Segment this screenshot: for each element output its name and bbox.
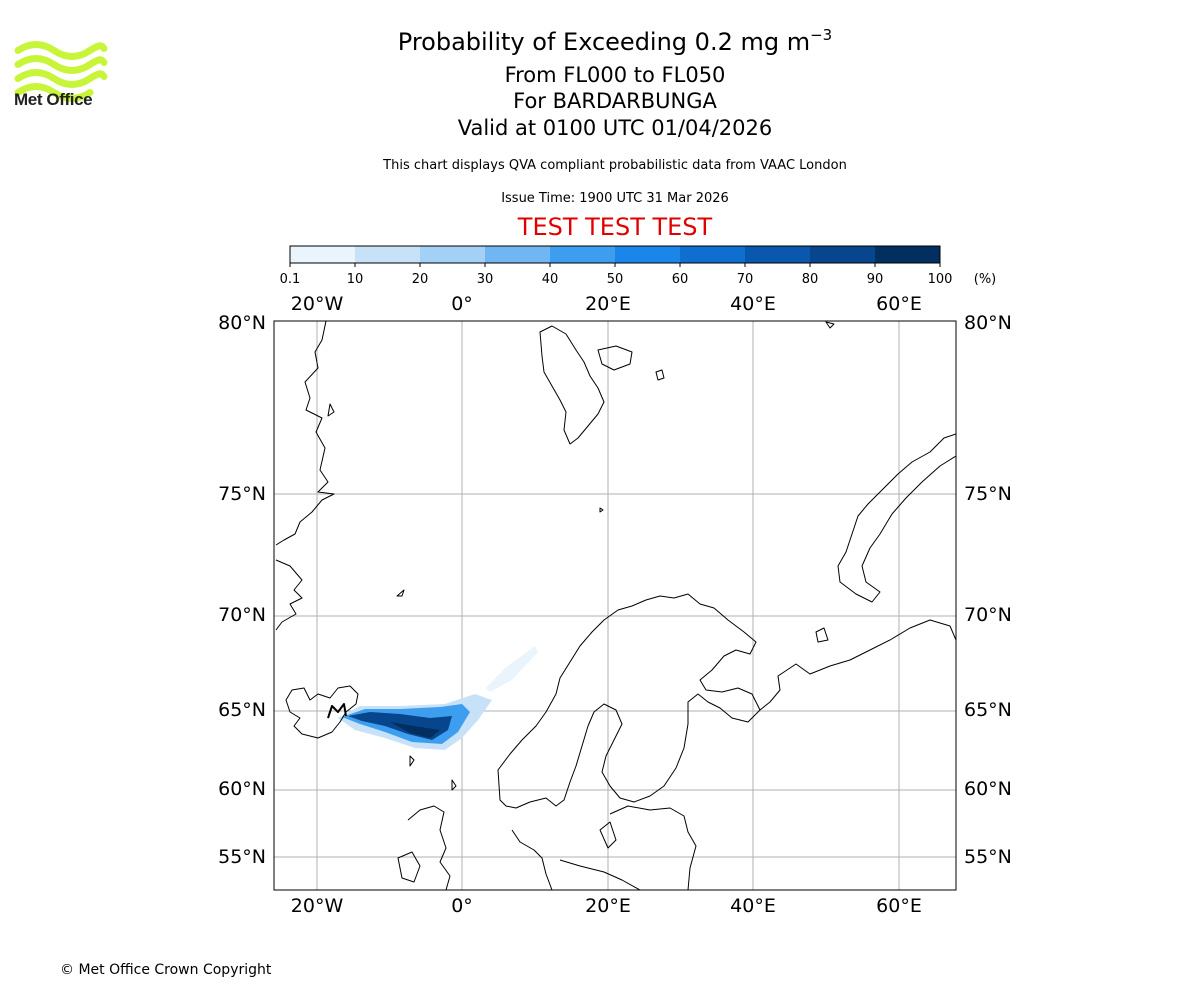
colorbar-tick-label: 70 — [737, 272, 754, 287]
colorbar-ticks: 0.1 10 20 30 40 50 60 70 80 90 100 — [280, 263, 953, 287]
coast-svalbard-east — [597, 345, 633, 371]
lon-label: 60°E — [876, 293, 922, 315]
coast-franz-josef — [825, 321, 835, 329]
met-office-waves-icon — [14, 41, 108, 102]
lat-label: 55°N — [218, 846, 266, 868]
lon-label: 20°W — [291, 895, 344, 917]
colorbar-tick-label: 90 — [867, 272, 884, 287]
map-frame — [273, 320, 957, 891]
colorbar-tick-label: 10 — [347, 272, 364, 287]
lat-labels-left: 80°N 75°N 70°N 65°N 60°N 55°N — [218, 312, 266, 868]
chart-subtitle: This chart displays QVA compliant probab… — [383, 158, 847, 173]
colorbar-cells — [290, 246, 941, 263]
colorbar-tick-label: 30 — [477, 272, 494, 287]
coast-denmark — [511, 829, 553, 890]
lon-label: 20°W — [291, 293, 344, 315]
colorbar-tick-label: 100 — [928, 272, 953, 287]
lat-label: 65°N — [964, 699, 1012, 721]
coast-svalbard-west — [539, 325, 605, 445]
volcano-marker — [327, 703, 347, 719]
ash-plume — [338, 646, 538, 750]
lat-label: 80°N — [964, 312, 1012, 334]
colorbar-cell — [680, 246, 746, 263]
lat-label: 60°N — [964, 778, 1012, 800]
volcano-name: For BARDARBUNGA — [513, 89, 717, 113]
coast-shetland — [451, 779, 457, 791]
colorbar-cell — [745, 246, 811, 263]
lon-label: 0° — [451, 293, 473, 315]
colorbar-tick-label: 0.1 — [280, 272, 301, 287]
coast-german-polish — [559, 859, 641, 890]
logo-wordmark: Met Office — [14, 90, 93, 109]
coastlines — [275, 321, 956, 890]
met-office-logo — [14, 41, 108, 102]
coast-greenland-south — [275, 559, 303, 631]
lat-label: 80°N — [218, 312, 266, 334]
lon-label: 20°E — [585, 293, 631, 315]
lat-label: 70°N — [218, 604, 266, 626]
lon-labels-bottom: 20°W 0° 20°E 40°E 60°E — [291, 895, 922, 917]
coast-gotland — [599, 821, 617, 849]
colorbar-tick-label: 50 — [607, 272, 624, 287]
lat-labels-right: 80°N 75°N 70°N 65°N 60°N 55°N — [964, 312, 1012, 868]
colorbar-cell — [615, 246, 681, 263]
colorbar-unit: (%) — [974, 272, 997, 287]
copyright-notice: © Met Office Crown Copyright — [60, 962, 272, 978]
colorbar-cell — [290, 246, 356, 263]
lon-label: 40°E — [730, 895, 776, 917]
coast-kolguev — [815, 627, 829, 643]
title-exponent: −3 — [810, 26, 833, 44]
colorbar-cell — [875, 246, 941, 263]
coast-ireland — [397, 851, 421, 883]
coast-kvitoya — [655, 369, 665, 381]
plume-peak — [390, 722, 440, 738]
coast-great-britain — [407, 805, 451, 890]
colorbar-tick-label: 60 — [672, 272, 689, 287]
lon-label: 40°E — [730, 293, 776, 315]
lat-label: 65°N — [218, 699, 266, 721]
test-banner: TEST TEST TEST — [517, 213, 713, 241]
valid-time: Valid at 0100 UTC 01/04/2026 — [457, 116, 773, 140]
colorbar-tick-label: 40 — [542, 272, 559, 287]
issue-time: Issue Time: 1900 UTC 31 Mar 2026 — [501, 191, 729, 206]
lat-label: 55°N — [964, 846, 1012, 868]
coast-northern-russia — [759, 619, 956, 711]
coast-iceland — [285, 685, 359, 739]
lon-label: 60°E — [876, 895, 922, 917]
lat-label: 75°N — [964, 483, 1012, 505]
colorbar-cell — [810, 246, 876, 263]
colorbar-cell — [420, 246, 486, 263]
coast-jan-mayen — [396, 589, 405, 597]
plume-edge-northeast — [486, 646, 538, 692]
colorbar-cell — [550, 246, 616, 263]
lon-label: 20°E — [585, 895, 631, 917]
chart-title: Probability of Exceeding 0.2 mg m−3 — [0, 26, 1200, 56]
coast-novaya-zemlya — [837, 433, 956, 603]
lon-labels-top: 20°W 0° 20°E 40°E 60°E — [291, 293, 922, 315]
coast-baltic-east — [609, 805, 697, 890]
colorbar-cell — [355, 246, 421, 263]
coast-greenland — [275, 321, 335, 546]
island-greenland-small — [327, 403, 335, 417]
title-text: Probability of Exceeding 0.2 mg m — [397, 28, 811, 56]
colorbar-tick-label: 20 — [412, 272, 429, 287]
colorbar: 0.1 10 20 30 40 50 60 70 80 90 100 (%) — [280, 245, 997, 287]
colorbar-tick-label: 80 — [802, 272, 819, 287]
lat-label: 70°N — [964, 604, 1012, 626]
lon-label: 0° — [451, 895, 473, 917]
coast-faroe-islands — [409, 755, 415, 767]
flight-level-range: From FL000 to FL050 — [504, 63, 726, 87]
lat-label: 75°N — [218, 483, 266, 505]
colorbar-cell — [485, 246, 551, 263]
lat-label: 60°N — [218, 778, 266, 800]
coast-bear-island — [599, 507, 604, 513]
